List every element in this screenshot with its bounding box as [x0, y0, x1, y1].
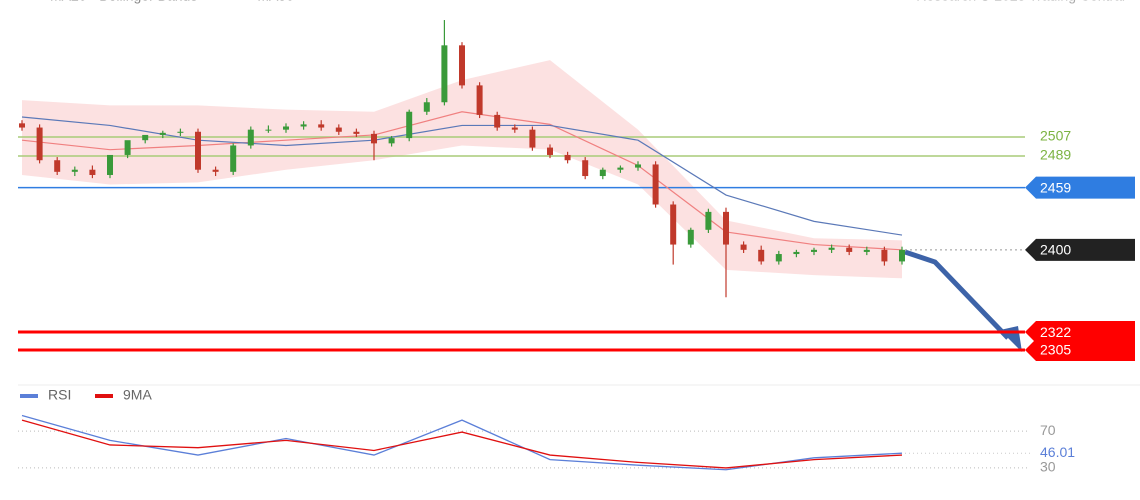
candle-body	[617, 167, 624, 170]
candle-body	[265, 129, 272, 131]
candle-body	[177, 131, 184, 133]
candle-body	[635, 164, 641, 168]
candle-body	[371, 133, 377, 144]
candle-body	[547, 147, 553, 155]
candle-body	[441, 45, 448, 103]
level-tag	[1025, 321, 1135, 344]
candle-body	[881, 249, 888, 262]
candle-body	[599, 169, 606, 177]
candle-body	[107, 154, 113, 175]
candle-body	[740, 244, 747, 250]
candle-body	[423, 102, 430, 112]
candle-body	[476, 85, 483, 115]
candle-body	[758, 249, 765, 262]
candle-body	[863, 249, 870, 252]
legend-label: MA50	[257, 0, 294, 4]
level-label: 2305	[1040, 342, 1071, 358]
legend-label: RSI	[48, 387, 71, 403]
candle-body	[36, 127, 43, 161]
legend-label: 9MA	[123, 387, 152, 403]
level-label: 2489	[1040, 147, 1071, 163]
candle-body	[529, 129, 536, 148]
candle-body	[670, 204, 677, 245]
candle-body	[582, 160, 589, 177]
candle-body	[142, 134, 149, 141]
legend-label: MA20 • Bollinger Bands	[50, 0, 197, 4]
level-label: 2400	[1040, 242, 1071, 258]
candle-body	[318, 124, 325, 128]
indicator-line	[21, 419, 903, 469]
y-tick-label: 70	[1040, 422, 1056, 438]
current-value-label: 46.01	[1040, 444, 1075, 460]
level-tag	[1025, 238, 1135, 261]
candle-body	[353, 131, 360, 134]
candle-body	[212, 169, 219, 172]
ma50-line	[21, 116, 903, 236]
candle-body	[54, 160, 61, 172]
source-label: Research © 2023 Trading Central	[916, 0, 1125, 4]
candle-body	[793, 251, 800, 255]
forecast-arrow	[904, 249, 1010, 340]
candle-body	[406, 111, 413, 139]
bollinger-band	[22, 60, 902, 279]
candle-body	[846, 247, 853, 252]
level-tag	[1025, 338, 1135, 361]
level-tag	[1025, 176, 1135, 199]
candle-body	[159, 132, 166, 135]
candle-body	[388, 138, 395, 144]
level-label: 2459	[1040, 179, 1071, 195]
y-tick-label: 30	[1040, 459, 1056, 475]
candle-body	[652, 164, 659, 205]
candle-body	[687, 229, 694, 245]
candle-body	[723, 211, 729, 245]
candle-body	[71, 169, 78, 172]
candle-body	[705, 211, 712, 230]
candle-body	[335, 127, 342, 132]
level-label: 2507	[1040, 128, 1071, 144]
candle-body	[494, 114, 501, 128]
candle-body	[828, 247, 835, 250]
ma20-line	[21, 111, 903, 251]
candle-body	[230, 145, 237, 172]
candle-body	[195, 131, 201, 170]
candle-body	[511, 127, 518, 130]
candle-body	[775, 254, 782, 262]
candle-body	[459, 45, 465, 86]
candle-body	[19, 123, 25, 128]
candle-body	[899, 249, 905, 262]
candle-body	[89, 169, 96, 175]
candle-body	[124, 140, 131, 155]
candle-body	[564, 154, 571, 161]
candle-body	[283, 126, 289, 130]
candle-body	[811, 249, 817, 252]
candle-body	[300, 124, 307, 127]
candle-body	[247, 129, 254, 146]
level-label: 2322	[1040, 324, 1071, 340]
